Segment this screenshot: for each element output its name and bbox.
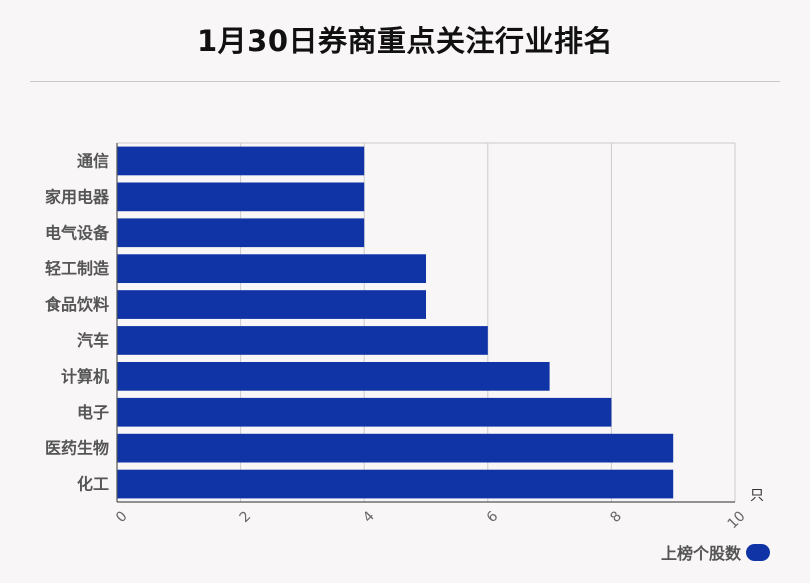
bar-5[interactable] [117, 326, 488, 355]
category-label: 轻工制造 [45, 259, 110, 278]
category-label: 汽车 [77, 331, 109, 350]
category-label: 家用电器 [45, 187, 110, 206]
x-axis-unit: 只 [750, 488, 764, 504]
category-label: 医药生物 [45, 439, 109, 458]
category-label: 电气设备 [45, 223, 110, 242]
bar-9[interactable] [117, 469, 674, 499]
bar-3[interactable] [117, 254, 426, 284]
x-tick-label: 4 [360, 508, 378, 526]
x-tick-label: 2 [237, 508, 255, 526]
legend-swatch [746, 543, 770, 561]
x-tick-label: 6 [484, 508, 502, 526]
category-label: 电子 [77, 403, 109, 422]
bar-2[interactable] [117, 218, 365, 248]
bar-0[interactable] [117, 146, 365, 176]
category-label: 食品饮料 [44, 295, 109, 314]
bar-7[interactable] [117, 397, 612, 427]
x-tick-label: 10 [725, 508, 749, 532]
legend[interactable]: 上榜个股数 [661, 540, 770, 564]
bar-8[interactable] [117, 433, 674, 463]
x-tick-label: 8 [607, 508, 625, 526]
bar-1[interactable] [117, 182, 365, 212]
legend-label: 上榜个股数 [660, 544, 741, 563]
chart-title: 1月30日券商重点关注行业排名 [196, 24, 614, 58]
bar-6[interactable] [117, 361, 550, 391]
category-label: 计算机 [61, 367, 109, 386]
x-tick-label: 0 [113, 508, 131, 526]
title-divider [30, 81, 780, 82]
category-label: 通信 [77, 151, 109, 170]
bar-4[interactable] [117, 290, 426, 319]
category-label: 化工 [77, 475, 109, 494]
